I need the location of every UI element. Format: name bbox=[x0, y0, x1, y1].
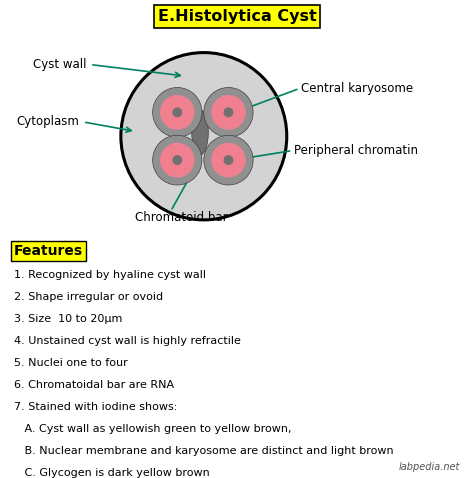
Text: B. Nuclear membrane and karyosome are distinct and light brown: B. Nuclear membrane and karyosome are di… bbox=[14, 446, 394, 456]
Text: C. Glycogen is dark yellow brown: C. Glycogen is dark yellow brown bbox=[14, 468, 210, 478]
Circle shape bbox=[160, 143, 194, 177]
Text: labpedia.net: labpedia.net bbox=[399, 462, 460, 472]
Text: Cyst wall: Cyst wall bbox=[33, 58, 87, 71]
Text: Chromatoid bar: Chromatoid bar bbox=[135, 211, 228, 224]
Circle shape bbox=[224, 155, 233, 165]
Circle shape bbox=[224, 108, 233, 117]
Circle shape bbox=[153, 87, 202, 137]
Circle shape bbox=[211, 143, 246, 177]
Text: 4. Unstained cyst wall is highly refractile: 4. Unstained cyst wall is highly refract… bbox=[14, 336, 241, 346]
Circle shape bbox=[204, 135, 253, 185]
Text: A. Cyst wall as yellowish green to yellow brown,: A. Cyst wall as yellowish green to yello… bbox=[14, 424, 292, 434]
Text: 1. Recognized by hyaline cyst wall: 1. Recognized by hyaline cyst wall bbox=[14, 270, 206, 280]
Circle shape bbox=[173, 155, 182, 165]
Ellipse shape bbox=[191, 110, 208, 155]
Circle shape bbox=[121, 53, 287, 220]
Text: E.Histolytica Cyst: E.Histolytica Cyst bbox=[158, 9, 316, 24]
Text: 3. Size  10 to 20μm: 3. Size 10 to 20μm bbox=[14, 314, 123, 324]
Circle shape bbox=[153, 135, 202, 185]
Text: Cytoplasm: Cytoplasm bbox=[17, 115, 80, 129]
Text: 5. Nuclei one to four: 5. Nuclei one to four bbox=[14, 358, 128, 368]
Circle shape bbox=[173, 108, 182, 117]
Text: 6. Chromatoidal bar are RNA: 6. Chromatoidal bar are RNA bbox=[14, 380, 174, 390]
Circle shape bbox=[211, 95, 246, 130]
Text: 2. Shape irregular or ovoid: 2. Shape irregular or ovoid bbox=[14, 292, 164, 302]
Circle shape bbox=[160, 95, 194, 130]
Text: Features: Features bbox=[14, 244, 83, 258]
Text: 7. Stained with iodine shows:: 7. Stained with iodine shows: bbox=[14, 402, 178, 412]
Text: Peripheral chromatin: Peripheral chromatin bbox=[294, 144, 418, 157]
Text: Central karyosome: Central karyosome bbox=[301, 82, 413, 95]
Circle shape bbox=[204, 87, 253, 137]
